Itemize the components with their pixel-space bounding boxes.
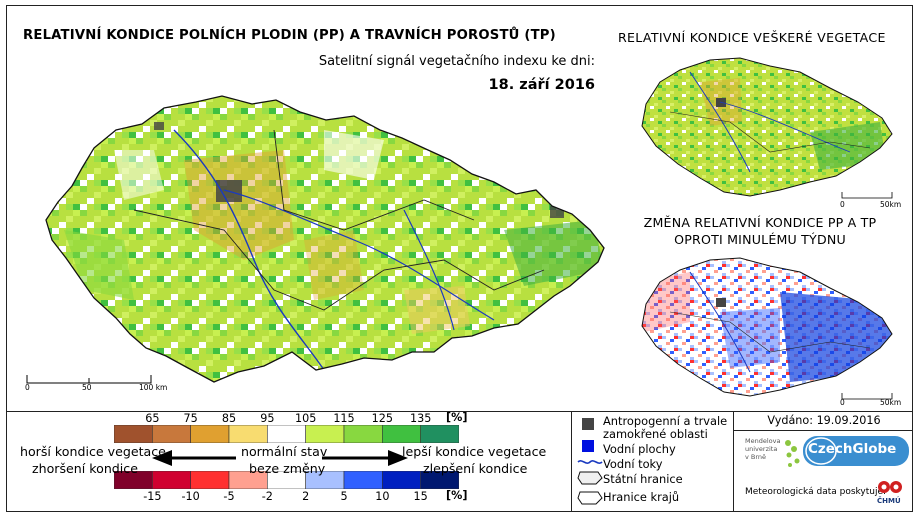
mendel-text-1: Mendelova [745,437,781,445]
main-scalebar-100: 100 km [139,383,168,392]
change-label-4: 2 [302,490,310,503]
chmu-logo [878,481,902,493]
veg-scalebar-0: 0 [840,200,845,209]
change-label-2: -5 [223,490,235,503]
condition-swatch-3 [228,425,268,443]
main-condition-map [45,95,605,383]
issued-date: Vydáno: 19.09.2016 [767,414,881,427]
change-swatch-8 [420,471,459,489]
map-frame [6,5,913,512]
change-label-1: -10 [181,490,200,503]
legend-water: Vodní plochy [603,442,676,456]
condition-label-3: 95 [260,412,275,425]
legend-anthropogenic-line1: Antropogenní a trvale [603,414,728,428]
change-color-bar [114,471,459,489]
condition-label-1: 75 [183,412,198,425]
condition-color-bar [114,425,459,443]
all-vegetation-map [641,57,893,199]
czechglobe-logo [803,436,909,466]
no-change-label: beze změny [249,461,326,476]
change-label-5: 5 [340,490,348,503]
condition-label-7: 135 [409,412,432,425]
condition-swatch-4 [267,425,306,443]
legend-rivers: Vodní toky [603,457,663,471]
condition-swatch-1 [152,425,191,443]
chmu-text: ČHMÚ [877,497,901,505]
condition-swatch-8 [420,425,459,443]
change-unit: [%] [446,489,468,502]
czechglobe-text: CzechGlobe [808,441,897,457]
legend-regions: Hranice krajů [603,490,680,504]
condition-swatch-5 [305,425,345,443]
legend-divider-right [733,411,734,512]
change-swatch-7 [382,471,421,489]
change-label-7: 15 [413,490,428,503]
legend-anthropogenic-line2: zamokřené oblasti [603,427,708,441]
change-label-0: -15 [143,490,162,503]
right-bottom-title-line2: OPROTI MINULÉMU TÝDNU [674,232,846,247]
worse-condition-label: horší kondice vegetace [20,444,166,459]
normal-state-label: normální stav [241,444,328,459]
date-label: 18. září 2016 [488,77,595,93]
mendel-text-3: v Brně [745,453,767,461]
weekly-change-map [641,257,893,400]
change-swatch-2 [190,471,230,489]
legend-symbols [577,418,603,505]
legend-border: Státní hranice [603,472,683,486]
condition-swatch-7 [382,425,421,443]
right-bottom-title-line1: ZMĚNA RELATIVNÍ KONDICE PP A TP [643,215,877,230]
improvement-label: zlepšení kondice [423,461,528,476]
main-title: RELATIVNÍ KONDICE POLNÍCH PLODIN (PP) A … [23,28,556,43]
right-bottom-title: ZMĚNA RELATIVNÍ KONDICE PP A TP OPROTI M… [629,214,891,248]
chg-scalebar-0: 0 [840,398,845,407]
mendel-text-2: univerzita [745,445,778,453]
better-condition-label: lepší kondice vegetace [402,444,547,459]
mendel-logo [785,440,800,467]
main-scalebar-50: 50 [82,383,92,392]
change-swatch-1 [152,471,191,489]
subtitle: Satelitní signál vegetačního indexu ke d… [318,54,595,69]
veg-scalebar-50: 50km [880,200,902,209]
legend-divider [6,411,913,412]
legend-divider-left [571,411,572,512]
scale-arrows [152,450,408,466]
condition-unit: [%] [446,411,468,424]
chg-scalebar-50: 50km [880,398,902,407]
condition-swatch-6 [343,425,383,443]
condition-swatch-2 [190,425,230,443]
condition-label-2: 85 [221,412,237,425]
condition-label-4: 105 [294,412,317,425]
right-top-title: RELATIVNÍ KONDICE VEŠKERÉ VEGETACE [618,30,886,45]
main-scalebar-0: 0 [25,383,30,392]
issued-divider [733,430,913,431]
condition-label-5: 115 [333,412,355,425]
change-swatch-6 [343,471,383,489]
condition-swatch-0 [114,425,153,443]
worsening-label: zhoršení kondice [32,461,138,476]
change-label-3: -2 [261,490,273,503]
change-label-6: 10 [375,490,390,503]
data-provider: Meteorologická data poskytuje: [745,487,887,497]
main-scalebar [26,375,152,384]
condition-label-0: 65 [145,412,160,425]
condition-label-6: 125 [371,412,393,425]
